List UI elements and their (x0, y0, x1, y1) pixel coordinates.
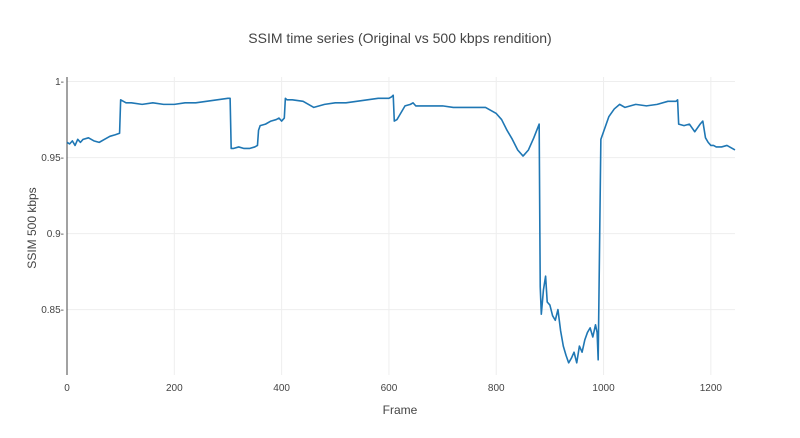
series-group (67, 95, 735, 363)
y-tick-labels: 0.85- 0.9- 0.95- 1- (41, 77, 64, 316)
y-axis-title: SSIM 500 kbps (25, 187, 39, 268)
x-tick-labels: 0 200 400 600 800 1000 1200 (64, 383, 722, 394)
x-axis-title: Frame (383, 403, 418, 417)
chart-title: SSIM time series (Original vs 500 kbps r… (248, 30, 551, 46)
x-tick-label: 200 (166, 383, 183, 394)
y-tick-label: 1- (55, 77, 64, 88)
x-tick-label: 1200 (700, 383, 723, 394)
y-tick-label: 0.9- (47, 229, 64, 240)
x-tick-label: 800 (488, 383, 505, 394)
x-gridlines (174, 77, 711, 375)
x-tick-label: 600 (381, 383, 398, 394)
y-tick-label: 0.95- (41, 153, 64, 164)
x-tick-label: 0 (64, 383, 70, 394)
x-tick-label: 1000 (592, 383, 615, 394)
x-tick-label: 400 (273, 383, 290, 394)
y-tick-label: 0.85- (41, 305, 64, 316)
y-gridlines (67, 82, 735, 310)
series-line (67, 95, 735, 363)
